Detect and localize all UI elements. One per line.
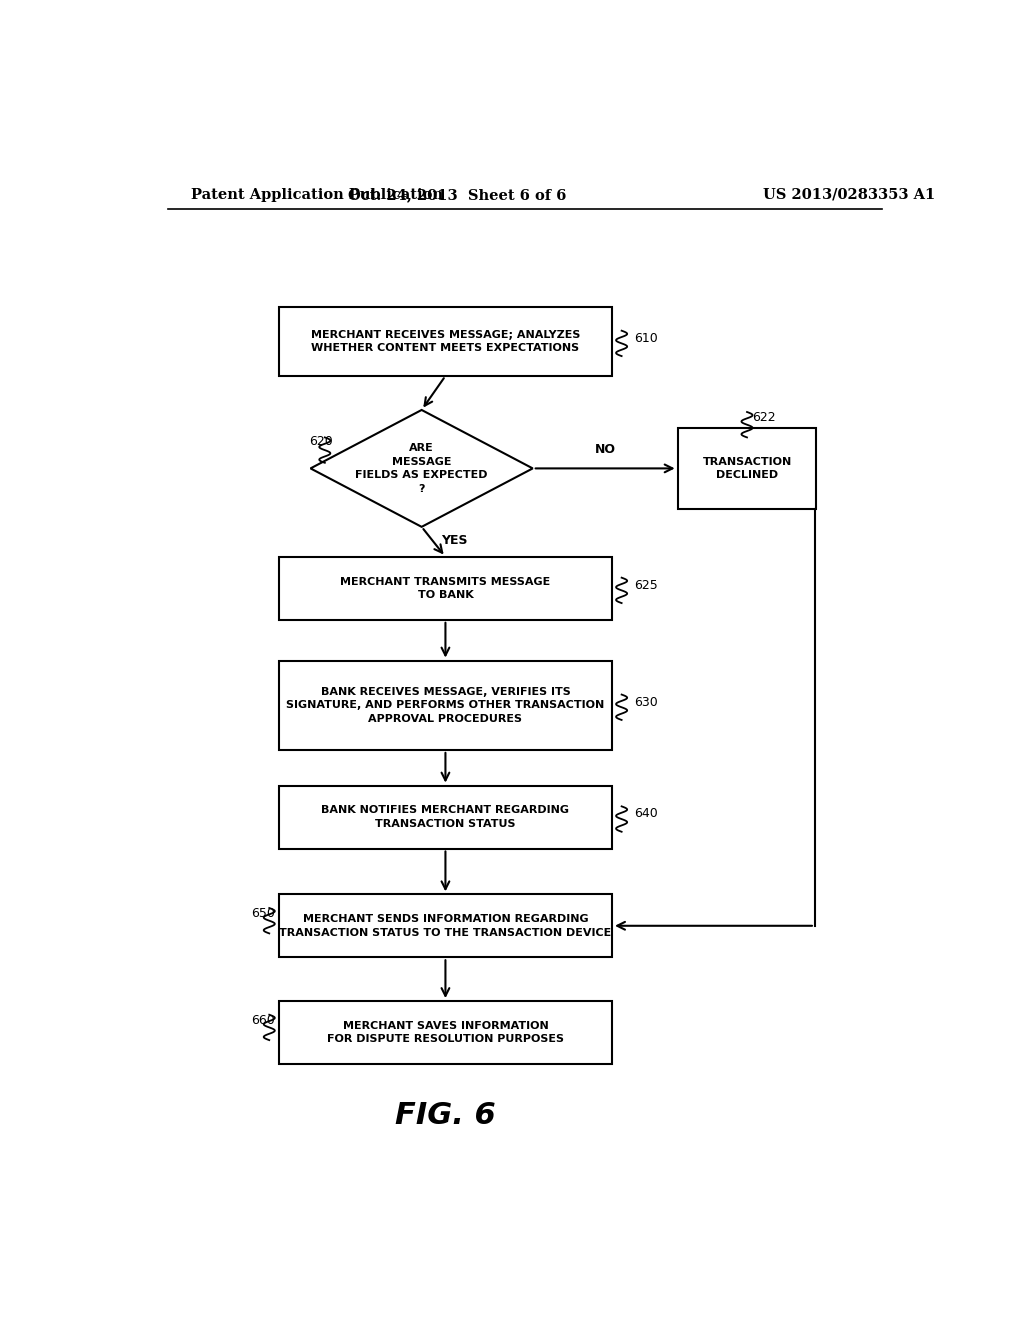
Text: Oct. 24, 2013  Sheet 6 of 6: Oct. 24, 2013 Sheet 6 of 6 <box>348 187 566 202</box>
Bar <box>279 894 612 957</box>
Text: MERCHANT TRANSMITS MESSAGE
TO BANK: MERCHANT TRANSMITS MESSAGE TO BANK <box>340 577 551 601</box>
Text: 650: 650 <box>251 907 274 920</box>
Bar <box>279 1001 612 1064</box>
Text: MERCHANT SENDS INFORMATION REGARDING
TRANSACTION STATUS TO THE TRANSACTION DEVIC: MERCHANT SENDS INFORMATION REGARDING TRA… <box>280 913 611 937</box>
Text: 630: 630 <box>634 696 658 709</box>
Text: TRANSACTION
DECLINED: TRANSACTION DECLINED <box>702 457 792 480</box>
Text: NO: NO <box>595 444 615 457</box>
Bar <box>279 306 612 376</box>
Text: US 2013/0283353 A1: US 2013/0283353 A1 <box>763 187 935 202</box>
Text: BANK RECEIVES MESSAGE, VERIFIES ITS
SIGNATURE, AND PERFORMS OTHER TRANSACTION
AP: BANK RECEIVES MESSAGE, VERIFIES ITS SIGN… <box>287 686 604 723</box>
Text: MERCHANT SAVES INFORMATION
FOR DISPUTE RESOLUTION PURPOSES: MERCHANT SAVES INFORMATION FOR DISPUTE R… <box>327 1020 564 1044</box>
Text: YES: YES <box>441 533 468 546</box>
Text: 660: 660 <box>251 1014 274 1027</box>
Text: 625: 625 <box>634 578 658 591</box>
Bar <box>279 557 612 620</box>
Text: 620: 620 <box>309 436 333 449</box>
Bar <box>678 428 816 510</box>
Text: MERCHANT RECEIVES MESSAGE; ANALYZES
WHETHER CONTENT MEETS EXPECTATIONS: MERCHANT RECEIVES MESSAGE; ANALYZES WHET… <box>310 330 581 354</box>
Text: BANK NOTIFIES MERCHANT REGARDING
TRANSACTION STATUS: BANK NOTIFIES MERCHANT REGARDING TRANSAC… <box>322 805 569 829</box>
Polygon shape <box>310 411 532 527</box>
Text: ARE
MESSAGE
FIELDS AS EXPECTED
?: ARE MESSAGE FIELDS AS EXPECTED ? <box>355 444 487 494</box>
Bar <box>279 660 612 750</box>
Text: 622: 622 <box>752 411 775 424</box>
Text: FIG. 6: FIG. 6 <box>395 1101 496 1130</box>
Text: 640: 640 <box>634 808 658 821</box>
Text: Patent Application Publication: Patent Application Publication <box>191 187 443 202</box>
Text: 610: 610 <box>634 331 658 345</box>
Bar <box>279 785 612 849</box>
